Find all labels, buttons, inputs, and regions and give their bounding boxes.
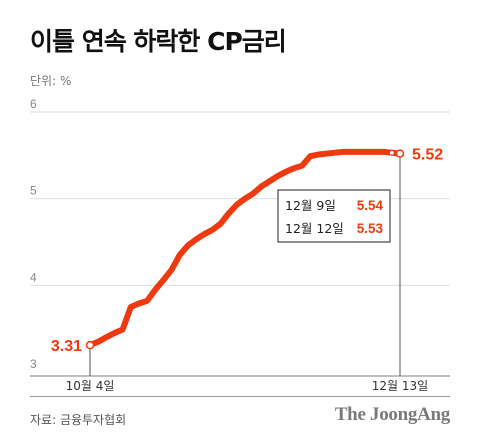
series-line: [87, 148, 403, 349]
chart-title: 이틀 연속 하락한 CP금리: [30, 27, 287, 56]
y-tick-label: 6: [30, 97, 37, 111]
source-label: 자료: 금융투자협회: [30, 413, 127, 427]
end-point-marker: [395, 149, 405, 158]
end-value-label: 5.52: [412, 147, 443, 164]
x-tick-label-start: 10월 4일: [66, 379, 115, 393]
line-chart: 3 4 5 6 10월 4일 12월 13일 3.31 5.52 12월 9일 5.54 12월 1…: [30, 97, 450, 393]
annotation-date: 12월 12일: [285, 221, 344, 236]
start-point-marker: [85, 340, 95, 350]
start-value-label: 3.31: [51, 338, 82, 355]
y-tick-label: 4: [30, 270, 37, 284]
y-tick-label: 5: [30, 184, 37, 198]
brand-logo: The JoongAng: [334, 404, 450, 425]
annotation-value: 5.54: [357, 198, 384, 213]
annotation-point-marker: [388, 149, 395, 156]
annotation-date: 12월 9일: [285, 198, 336, 213]
annotation-value: 5.53: [357, 221, 384, 236]
x-tick-label-end: 12월 13일: [372, 379, 428, 393]
footer-divider: [30, 396, 450, 397]
annotation-box: [277, 189, 391, 243]
y-tick-label: 3: [30, 357, 37, 371]
unit-label: 단위: %: [30, 74, 72, 88]
